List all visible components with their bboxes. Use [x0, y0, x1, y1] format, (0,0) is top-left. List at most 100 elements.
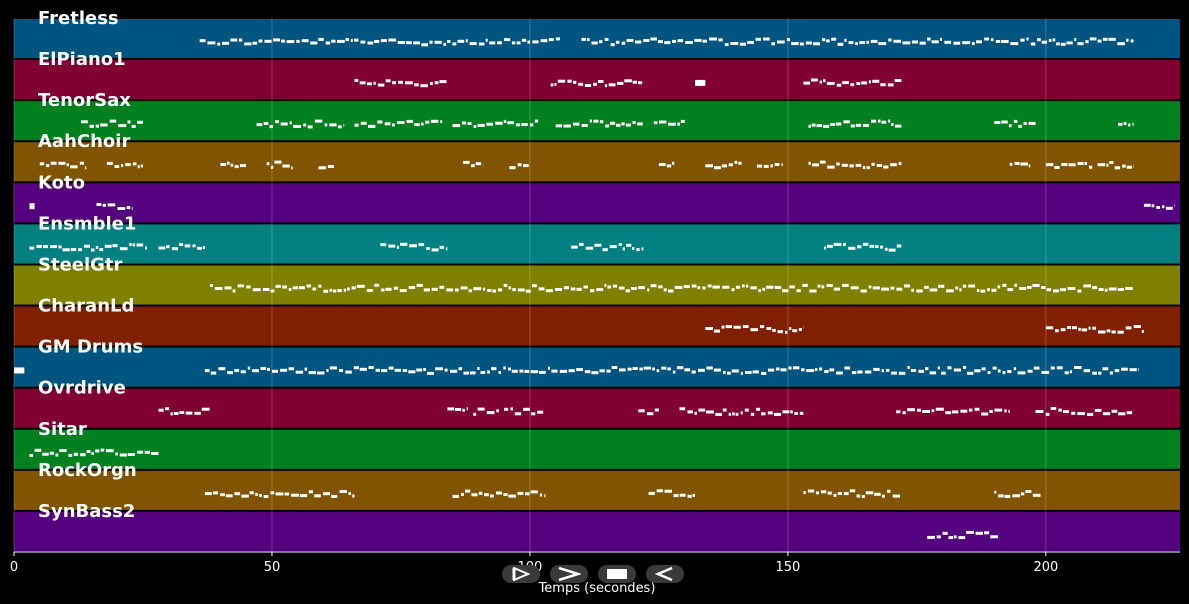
note	[820, 490, 827, 494]
note	[610, 43, 615, 47]
note	[870, 39, 878, 43]
note	[273, 38, 280, 42]
notes-layer	[14, 37, 1175, 540]
note	[976, 289, 980, 292]
note	[981, 367, 986, 371]
stop-button[interactable]	[598, 565, 636, 583]
note	[881, 120, 887, 124]
note	[1063, 410, 1069, 414]
note	[848, 246, 856, 250]
note	[687, 494, 692, 498]
x-tick-label: 50	[264, 560, 281, 575]
note	[318, 166, 327, 170]
note	[323, 289, 329, 293]
note	[790, 410, 793, 414]
note	[722, 408, 727, 412]
note	[431, 287, 438, 291]
note	[713, 329, 720, 333]
note	[691, 370, 696, 374]
note	[567, 79, 572, 83]
note-segment	[106, 161, 143, 169]
note	[1114, 166, 1121, 170]
note	[962, 284, 967, 288]
note	[295, 370, 304, 374]
track-band-3	[14, 142, 1180, 182]
note	[114, 165, 120, 168]
note	[605, 124, 609, 128]
next-button[interactable]	[550, 565, 588, 583]
note-segment	[695, 79, 706, 86]
note	[826, 39, 830, 43]
note	[773, 412, 782, 416]
note	[58, 245, 62, 249]
note	[489, 41, 496, 45]
note	[1138, 367, 1139, 371]
note	[1017, 371, 1026, 375]
note	[843, 120, 850, 124]
note	[755, 37, 761, 41]
note	[918, 369, 924, 373]
note-segment	[462, 160, 484, 168]
note	[62, 248, 70, 252]
note	[833, 493, 837, 497]
note	[584, 84, 592, 87]
note	[106, 449, 114, 453]
note	[509, 166, 516, 170]
note	[1071, 411, 1076, 415]
note	[638, 286, 645, 290]
track-notes-4	[29, 203, 1175, 210]
note	[816, 491, 819, 495]
note	[86, 450, 91, 453]
note	[269, 125, 273, 129]
note-segment	[1035, 407, 1133, 416]
note	[458, 367, 463, 371]
note	[264, 39, 272, 43]
note	[104, 244, 112, 248]
note	[872, 286, 880, 290]
note	[570, 287, 576, 291]
note	[262, 288, 270, 291]
note	[360, 40, 366, 44]
note	[890, 286, 895, 290]
playback-controls	[502, 565, 684, 583]
note	[1081, 328, 1088, 332]
note	[96, 203, 102, 206]
note-segment	[39, 161, 87, 170]
track-label: Fretless	[38, 8, 119, 29]
play-button[interactable]	[502, 565, 540, 583]
note	[946, 289, 954, 293]
note	[656, 369, 660, 373]
note	[777, 40, 785, 44]
note	[252, 288, 261, 292]
note	[170, 412, 173, 416]
note	[430, 119, 439, 123]
note	[249, 491, 254, 495]
note	[613, 284, 617, 288]
note	[756, 164, 762, 168]
previous-button[interactable]	[646, 565, 684, 583]
note	[844, 366, 851, 370]
note	[165, 407, 170, 411]
note	[827, 165, 835, 169]
note	[617, 81, 624, 85]
note	[568, 369, 575, 373]
note	[959, 288, 962, 292]
note-segment	[927, 530, 999, 540]
note	[863, 123, 869, 127]
note	[527, 40, 531, 44]
note	[880, 245, 884, 249]
note	[968, 284, 976, 288]
note	[709, 37, 717, 41]
note	[478, 42, 485, 46]
note	[632, 367, 638, 370]
note	[426, 247, 430, 250]
note	[171, 247, 178, 251]
note	[833, 242, 842, 246]
note	[102, 203, 106, 207]
note	[284, 492, 290, 496]
note	[731, 288, 735, 292]
note	[774, 163, 780, 166]
note	[721, 164, 727, 168]
note-segment	[994, 119, 1036, 128]
